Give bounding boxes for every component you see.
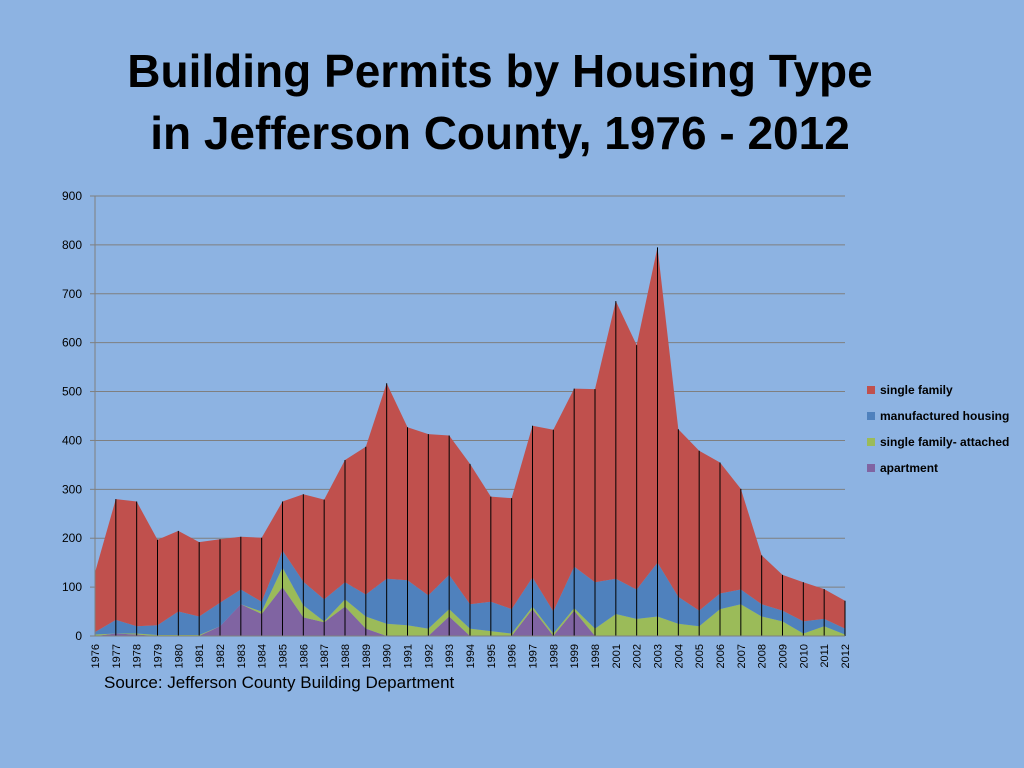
x-tick-label: 1983	[236, 644, 248, 668]
x-tick-label: 2012	[840, 644, 852, 668]
x-tick-label: 1986	[298, 644, 310, 668]
x-tick-label: 1980	[173, 644, 185, 668]
x-tick-label: 2009	[778, 644, 790, 668]
x-tick-label: 1991	[403, 644, 415, 668]
x-tick-label: 2002	[632, 644, 644, 668]
x-tick-label: 1990	[382, 644, 394, 668]
y-tick-label: 300	[62, 482, 82, 496]
y-tick-label: 400	[62, 433, 82, 447]
legend-entry: apartment	[880, 461, 938, 475]
y-tick-label: 500	[62, 385, 82, 399]
slide-title-line-1: Building Permits by Housing Type	[127, 45, 873, 97]
x-tick-label: 2004	[673, 644, 685, 668]
x-tick-label: 1994	[465, 644, 477, 668]
legend-entry: single family	[880, 383, 953, 397]
x-tick-label: 2005	[694, 644, 706, 668]
y-tick-label: 600	[62, 336, 82, 350]
x-tick-label: 1992	[423, 644, 435, 668]
slide-title: Building Permits by Housing Type in Jeff…	[0, 40, 1000, 164]
x-tick-label: 1989	[361, 644, 373, 668]
y-tick-label: 900	[62, 189, 82, 203]
y-tick-label: 200	[62, 531, 82, 545]
x-axis-tick-labels: 1976 1977 1978 1979 1980 1981 1982 1983 1984 1985…	[90, 644, 852, 668]
x-tick-label: 2007	[736, 644, 748, 668]
x-tick-label: 2010	[798, 644, 810, 668]
x-tick-label: 1988	[340, 644, 352, 668]
x-tick-label: 2011	[819, 644, 831, 668]
x-tick-label: 2008	[757, 644, 769, 668]
slide-title-line-2: in Jefferson County, 1976 - 2012	[150, 107, 850, 159]
x-tick-label: 1993	[444, 644, 456, 668]
legend-entry: single family- attached	[880, 435, 1009, 449]
legend-swatch	[867, 438, 875, 446]
chart-axes	[90, 195, 845, 637]
x-tick-label: 1995	[486, 644, 498, 668]
x-tick-label: 1976	[90, 644, 102, 668]
x-tick-label: 1987	[319, 644, 331, 668]
x-tick-label: 1978	[132, 644, 144, 668]
x-tick-label: 1977	[111, 644, 123, 668]
x-tick-label: 1979	[153, 644, 165, 668]
x-tick-label: 1996	[507, 644, 519, 668]
x-tick-label: 1998	[590, 644, 602, 668]
x-tick-label: 2003	[653, 644, 665, 668]
x-tick-label: 1997	[528, 644, 540, 668]
y-tick-label: 700	[62, 287, 82, 301]
y-tick-label: 100	[62, 580, 82, 594]
x-tick-label: 1999	[569, 644, 581, 668]
y-tick-label: 0	[75, 629, 82, 643]
x-tick-label: 2006	[715, 644, 727, 668]
source-note: Source: Jefferson County Building Depart…	[104, 673, 455, 692]
x-tick-label: 1985	[278, 644, 290, 668]
x-tick-label: 1984	[257, 644, 269, 668]
legend-swatch	[867, 464, 875, 472]
x-tick-label: 1998	[548, 644, 560, 668]
legend-swatch	[867, 412, 875, 420]
x-tick-label: 1981	[194, 644, 206, 668]
x-tick-label: 2001	[611, 644, 623, 668]
legend-swatch	[867, 386, 875, 394]
y-axis-tick-labels: 0 100 200 300 400 500 600 700 800 900	[62, 189, 82, 643]
y-tick-label: 800	[62, 238, 82, 252]
legend-entry: manufactured housing	[880, 409, 1009, 423]
chart-legend: single family manufactured housing single …	[867, 383, 1009, 475]
x-tick-label: 1982	[215, 644, 227, 668]
chart-drop-lines	[94, 247, 846, 636]
